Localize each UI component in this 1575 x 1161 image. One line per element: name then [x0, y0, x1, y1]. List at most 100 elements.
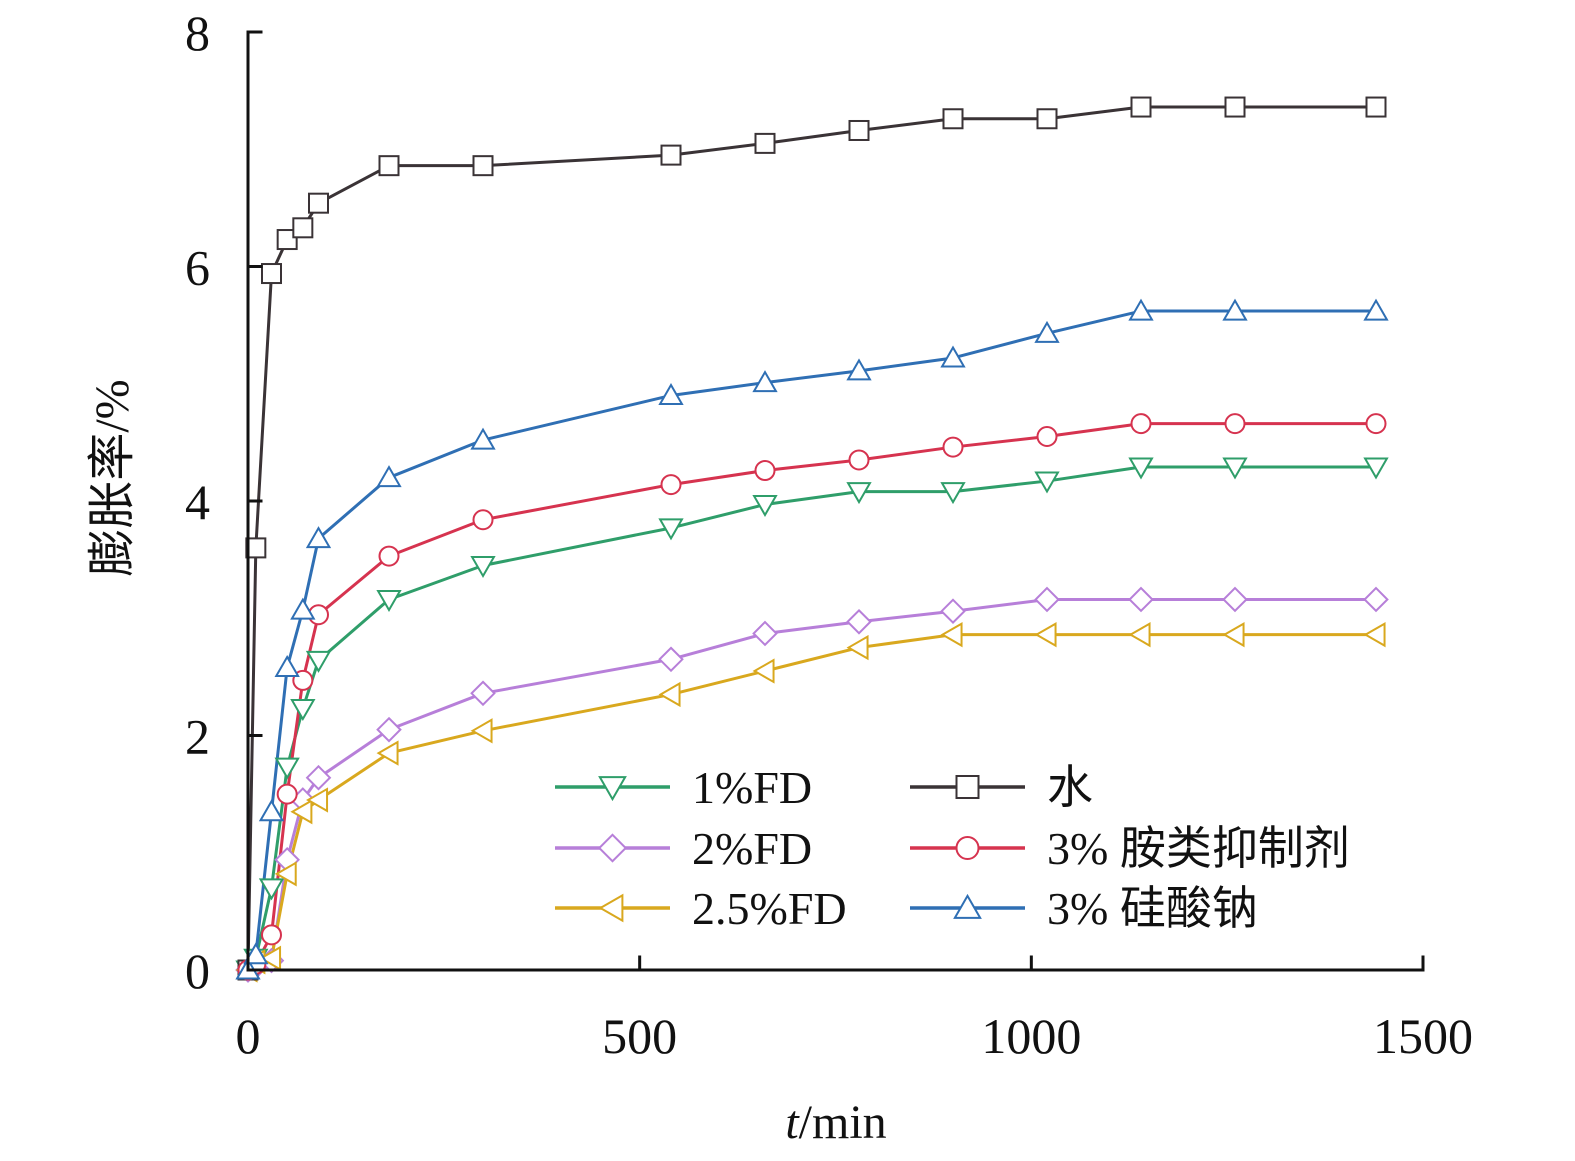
series-1-point-6	[376, 716, 402, 743]
series-2-point-7	[470, 718, 493, 744]
series-3-point-8	[660, 144, 682, 166]
x-axis-label-unit: /min	[799, 1096, 887, 1149]
series-4-point-2	[261, 924, 282, 946]
series-4-point-3	[276, 783, 298, 805]
series-5-point-14	[1222, 298, 1248, 321]
series-5-point-2	[258, 799, 285, 822]
series-markers	[235, 96, 1389, 983]
series-0-line	[246, 465, 1376, 971]
series-0-point-15	[1363, 457, 1389, 480]
series-2-point-10	[846, 634, 869, 661]
series-1-point-13	[1128, 586, 1154, 613]
series-5-point-5	[305, 526, 332, 549]
series-2-point-4	[290, 799, 313, 825]
series-1-point-14	[1222, 586, 1248, 613]
series-0-point-13	[1128, 457, 1154, 480]
series-4-point-8	[660, 474, 682, 496]
series-3-point-1	[245, 537, 267, 559]
series-3-point-12	[1036, 108, 1058, 130]
legend-item-1: 2%FD	[555, 823, 812, 874]
series-0-point-8	[658, 518, 684, 541]
x-axis-ticks: 0 500 1000 1500	[236, 955, 1473, 1064]
series-1-point-12	[1034, 586, 1060, 613]
legend-marker-swatch	[955, 836, 980, 860]
series-2-point-12	[1034, 622, 1057, 648]
series-4-point-15	[1365, 413, 1387, 435]
series-2-markers	[235, 622, 1386, 983]
series-3-point-6	[378, 155, 400, 177]
series-2-point-13	[1128, 622, 1151, 648]
series-0-point-14	[1222, 457, 1248, 480]
y-axis-label: 膨胀率/%	[86, 379, 139, 576]
series-5-point-13	[1128, 298, 1154, 321]
series-2-point-14	[1222, 622, 1245, 648]
series-2-point-5	[306, 787, 329, 813]
series-5-point-1	[243, 942, 269, 965]
y-tick-label: 0	[185, 943, 210, 999]
series-0-point-9	[752, 494, 778, 517]
x-tick-label: 500	[602, 1008, 677, 1064]
series-2-point-2	[259, 945, 282, 971]
series-4-point-13	[1130, 413, 1152, 435]
legend-label: 2.5%FD	[692, 883, 847, 934]
y-axis-ticks: 0 2 4 6 8	[185, 5, 263, 999]
series-5-point-6	[376, 465, 402, 488]
series-2-line	[246, 633, 1376, 972]
series-4-point-7	[472, 509, 494, 531]
legend-label: 1%FD	[692, 762, 812, 813]
series-2-point-15	[1363, 622, 1386, 648]
legend-marker-swatch	[953, 893, 982, 919]
legend-item-0: 1%FD	[555, 762, 812, 813]
series-2-point-6	[376, 740, 399, 766]
series-5-point-7	[470, 427, 496, 450]
series-3-line	[246, 105, 1376, 971]
legend-item-3: 水	[910, 762, 1093, 813]
y-tick-label: 6	[185, 240, 210, 296]
series-2-point-9	[752, 658, 775, 684]
series-2-point-11	[940, 622, 963, 648]
legend-marker-swatch	[955, 775, 980, 799]
series-1-point-5	[305, 764, 332, 791]
legend-marker-swatch	[598, 893, 624, 923]
series-4-point-11	[942, 436, 964, 458]
series-4-point-6	[378, 545, 400, 567]
series-4-point-14	[1224, 413, 1246, 435]
x-tick-label: 1500	[1373, 1008, 1473, 1064]
series-5-point-9	[752, 370, 778, 393]
series-5-point-11	[940, 345, 966, 368]
series-0-point-6	[376, 589, 402, 612]
series-2-point-8	[658, 681, 681, 708]
y-tick-label: 2	[185, 709, 210, 765]
series-1-point-9	[752, 620, 778, 647]
series-3-point-5	[308, 192, 329, 214]
legend-label: 2%FD	[692, 823, 812, 874]
series-1-point-11	[940, 598, 966, 625]
series-3-point-2	[261, 263, 282, 285]
series-3-point-7	[472, 155, 494, 177]
y-tick-label: 4	[185, 474, 210, 530]
legend-item-5: 3% 硅酸钠	[910, 883, 1258, 934]
series-0-point-10	[846, 482, 872, 505]
series-5-point-10	[846, 358, 872, 381]
series-5-point-15	[1363, 298, 1389, 321]
series-3-point-11	[942, 108, 964, 130]
series-3-point-3	[276, 229, 298, 251]
series-3-point-13	[1130, 96, 1152, 118]
series-0-point-5	[305, 650, 332, 673]
series-0-point-12	[1034, 471, 1060, 494]
y-tick-label: 8	[185, 5, 210, 61]
legend-item-2: 2.5%FD	[555, 883, 847, 934]
legend-marker-swatch	[597, 833, 628, 863]
series-1-point-8	[658, 646, 684, 673]
series-3-point-4	[292, 217, 314, 239]
series-4-point-12	[1036, 426, 1058, 448]
legend: 1%FD 2%FD 2.5%FD 水 3% 胺类抑制剂 3% 硅酸钠	[555, 762, 1350, 934]
legend-marker-swatch	[598, 776, 627, 802]
series-5-point-4	[290, 597, 316, 620]
x-axis-label-variable: t	[785, 1096, 800, 1149]
series-5-point-3	[274, 655, 300, 678]
series-3-point-14	[1224, 96, 1246, 118]
series-3-point-15	[1365, 96, 1387, 118]
